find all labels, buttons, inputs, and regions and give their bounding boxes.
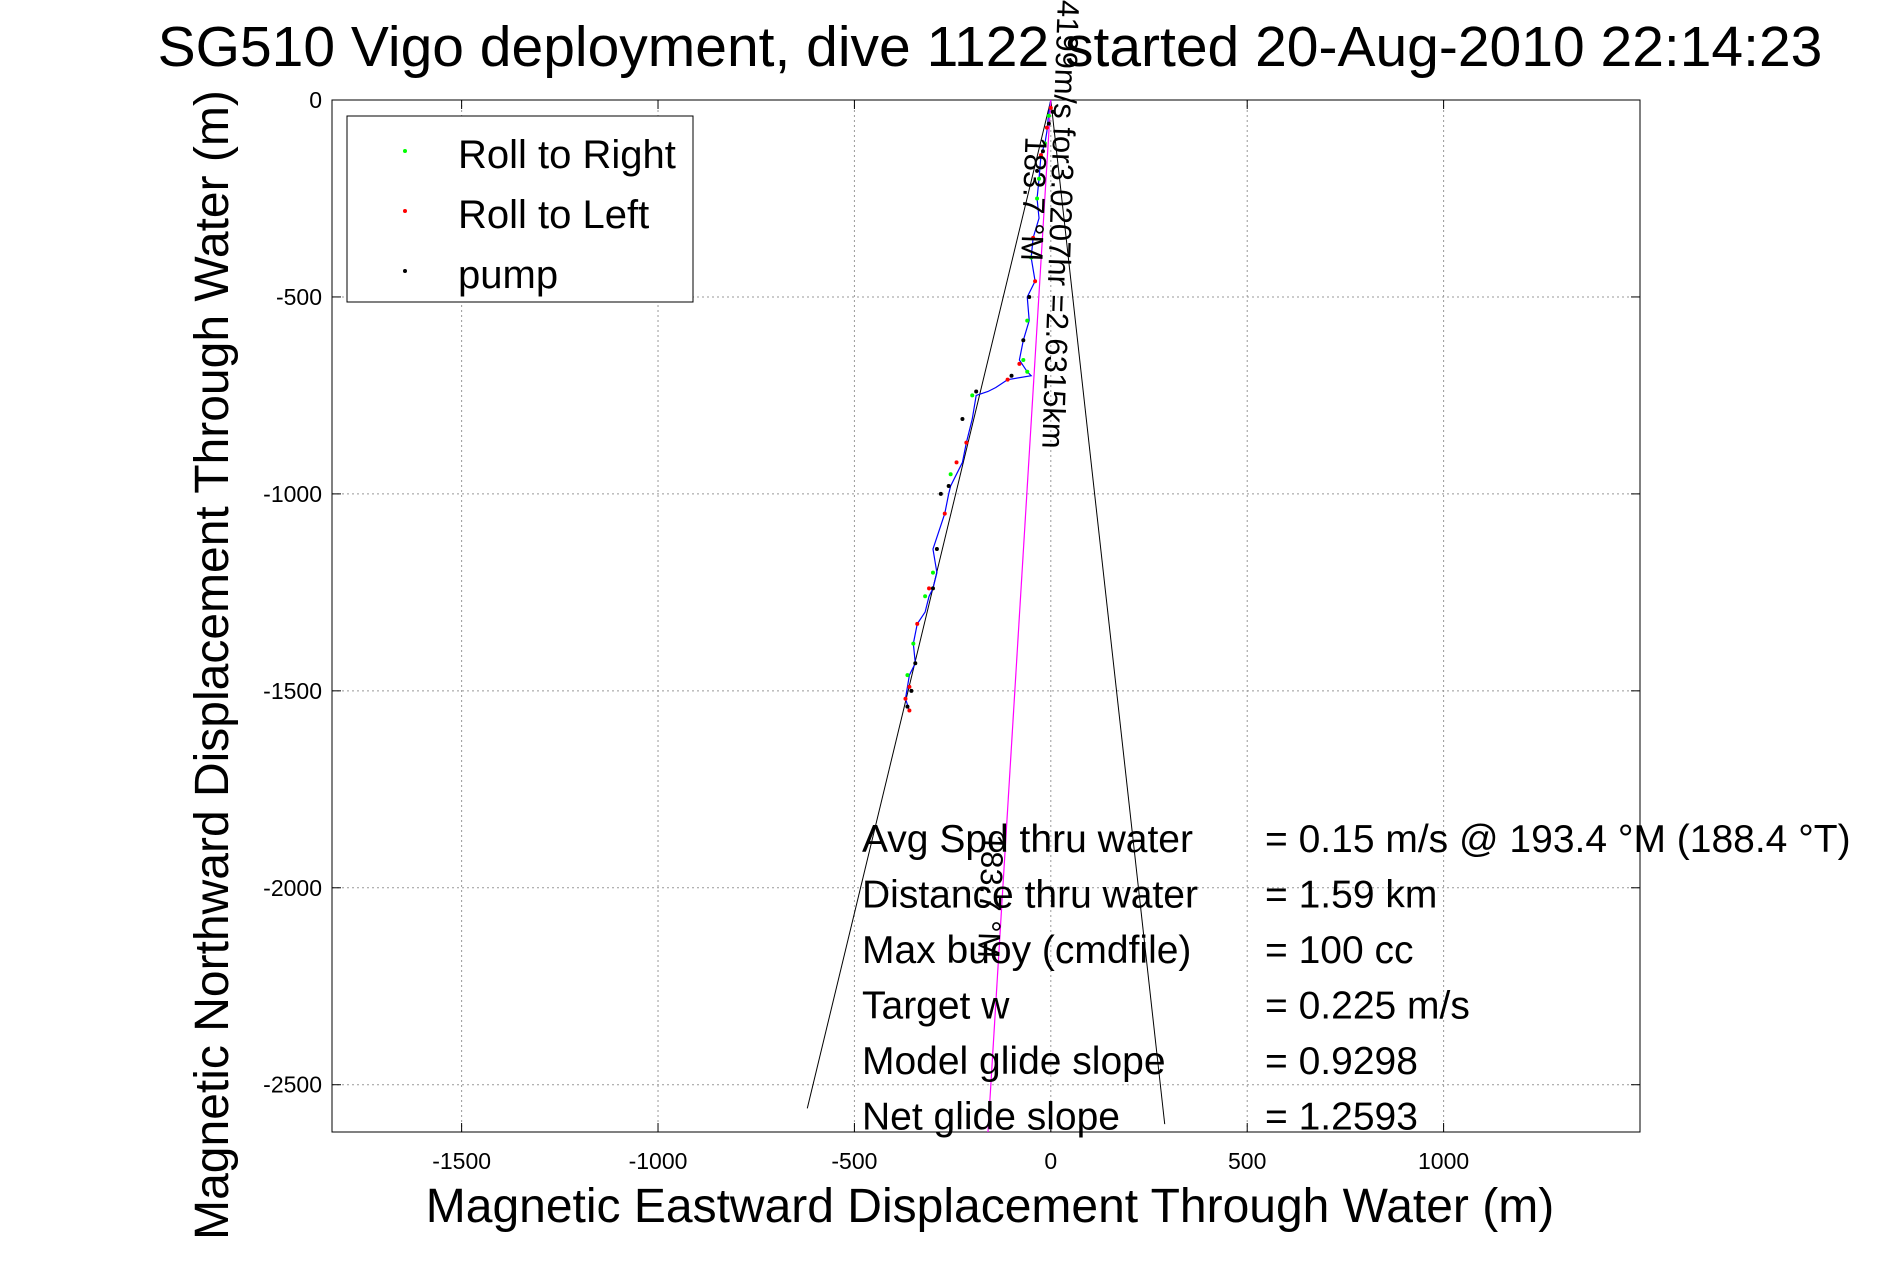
roll-left-marker (1017, 361, 1022, 366)
roll-right-marker (1025, 369, 1030, 374)
x-tick-label: 1000 (1418, 1148, 1469, 1174)
roll-left-marker (964, 440, 969, 445)
y-tick-label: -1000 (263, 481, 322, 507)
stats-label: Max buoy (cmdfile) (862, 929, 1191, 972)
roll-left-marker (1031, 235, 1036, 240)
roll-left-marker (1033, 279, 1038, 284)
roll-right-marker (1025, 318, 1030, 323)
roll-left-marker (942, 511, 947, 516)
roll-left-marker (927, 586, 932, 591)
stats-label: Target w (862, 985, 1010, 1028)
legend-label: Roll to Left (458, 193, 649, 237)
roll-left-marker (903, 696, 908, 701)
stats-label: Model glide slope (862, 1040, 1166, 1083)
roll-right-marker (1029, 255, 1034, 260)
pump-marker (974, 389, 979, 394)
pump-marker (1046, 121, 1051, 126)
data-markers (903, 105, 1055, 713)
pump-marker (1027, 294, 1032, 299)
pump-marker (934, 547, 939, 552)
legend-marker (403, 269, 407, 273)
roll-left-marker (1005, 377, 1010, 382)
legend-marker (403, 149, 407, 153)
x-tick-label: -500 (831, 1148, 877, 1174)
legend: Roll to Right Roll to Left pump (346, 115, 694, 303)
stats-value: = 0.9298 (1265, 1040, 1418, 1083)
pump-marker (938, 491, 943, 496)
legend-marker (403, 209, 407, 213)
heading-line (987, 99, 1052, 1133)
x-axis-label: Magnetic Eastward Displacement Through W… (426, 1180, 1554, 1233)
wedge-line (806, 99, 1052, 1109)
pump-marker (1009, 373, 1014, 378)
chart-title: SG510 Vigo deployment, dive 1122 started… (158, 15, 1823, 79)
data-lines (806, 99, 1166, 1133)
roll-right-marker (970, 393, 975, 398)
rotated-annotation: 183.7 °M (971, 833, 1010, 959)
legend-label: Roll to Right (458, 133, 676, 177)
x-tick-label: -1500 (432, 1148, 491, 1174)
pump-marker (913, 661, 918, 666)
roll-right-marker (911, 641, 916, 646)
roll-left-marker (915, 621, 920, 626)
stats-label: Net glide slope (862, 1096, 1120, 1139)
stats-value: = 1.2593 (1265, 1096, 1418, 1139)
roll-right-marker (1037, 176, 1042, 181)
roll-right-marker (905, 673, 910, 678)
axis-ticks: -1500 -1000 -500 0 500 1000 0 -500 -1000 -1500 -20… (263, 87, 1640, 1174)
y-axis-label: Magnetic Northward Displacement Through … (186, 90, 239, 1240)
roll-right-marker (1035, 196, 1040, 201)
roll-left-marker (907, 684, 912, 689)
roll-right-marker (923, 594, 928, 599)
pump-marker (946, 484, 951, 489)
stats-value: = 1.59 km (1265, 874, 1437, 917)
y-tick-label: -2000 (263, 875, 322, 901)
wedge-line (1050, 99, 1166, 1125)
roll-left-marker (1048, 105, 1053, 110)
plot-area-frame (331, 99, 1641, 1133)
y-tick-label: -500 (276, 284, 322, 310)
pump-marker (905, 704, 910, 709)
legend-label: pump (458, 253, 558, 297)
roll-left-marker (907, 708, 912, 713)
roll-left-marker (1044, 125, 1049, 130)
track-line (904, 99, 1052, 711)
roll-right-marker (930, 570, 935, 575)
pump-marker (1035, 168, 1040, 173)
x-tick-label: -1000 (629, 1148, 688, 1174)
stats-value: = 0.15 m/s @ 193.4 °M (188.4 °T) (1265, 818, 1851, 861)
stats-table: Avg Spd thru water = 0.15 m/s @ 193.4 °M … (862, 818, 1851, 1139)
roll-right-marker (1021, 357, 1026, 362)
stats-label: Distance thru water (862, 874, 1198, 917)
pump-marker (909, 688, 914, 693)
roll-left-marker (954, 460, 959, 465)
pump-marker (1021, 338, 1026, 343)
y-tick-label: -2500 (263, 1072, 322, 1098)
pump-marker (1050, 109, 1055, 114)
roll-right-marker (948, 472, 953, 477)
stats-label: Avg Spd thru water (862, 818, 1193, 861)
pump-marker (960, 417, 965, 422)
roll-right-marker (1042, 141, 1047, 146)
y-tick-label: 0 (309, 87, 322, 113)
roll-left-marker (1038, 153, 1043, 158)
pump-marker (1040, 149, 1045, 154)
pump-marker (930, 586, 935, 591)
stats-value: = 0.225 m/s (1265, 985, 1470, 1028)
x-tick-label: 0 (1044, 1148, 1057, 1174)
y-tick-label: -1500 (263, 678, 322, 704)
roll-right-marker (1046, 113, 1051, 118)
rotated-annotation: 183.7 °M (1014, 136, 1053, 262)
x-tick-label: 500 (1228, 1148, 1266, 1174)
stats-value: = 100 cc (1265, 929, 1414, 972)
